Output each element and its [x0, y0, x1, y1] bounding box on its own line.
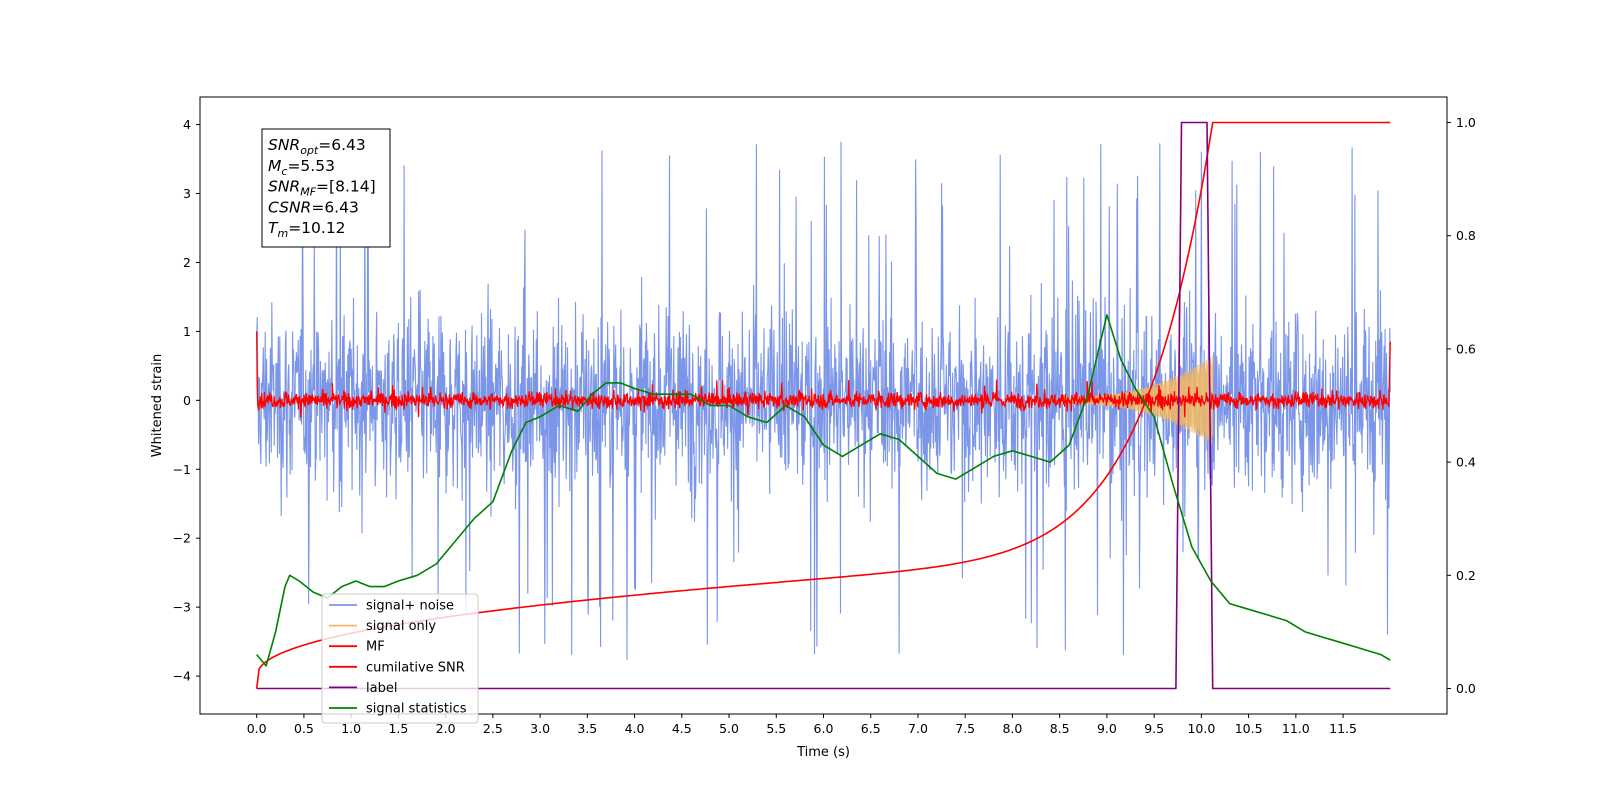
legend-entry: signal+ noise: [366, 599, 454, 614]
x-tick-label: 8.0: [1002, 721, 1022, 736]
x-tick-label: 2.0: [436, 721, 456, 736]
legend: signal+ noise signal only MF cumilative SNR…: [321, 593, 479, 724]
info-line: CSNR=6.43: [268, 198, 359, 216]
series-line-mf: [256, 331, 1391, 418]
y-tick-label: 0: [183, 393, 191, 408]
y-tick-label: −2: [173, 531, 191, 546]
series-line-signal-only: [1059, 355, 1214, 445]
y2-tick-label: 0.0: [1456, 681, 1476, 696]
x-tick-label: 5.5: [766, 721, 786, 736]
y-tick-label: 1: [183, 324, 191, 339]
legend-entry: signal only: [366, 619, 436, 634]
series-line-signal-statistics: [256, 314, 1391, 667]
y-tick-label: −4: [173, 669, 191, 684]
x-tick-label: 11.0: [1282, 721, 1310, 736]
y-tick-label: −3: [173, 600, 191, 615]
x-tick-label: 1.5: [388, 721, 408, 736]
x-tick-label: 8.5: [1050, 721, 1070, 736]
info-line: SNRMF=[8.14]: [268, 178, 376, 199]
legend-entry: MF: [366, 640, 385, 655]
series-line-label: [256, 121, 1391, 690]
y-tick-label: −1: [173, 462, 191, 477]
x-tick-label: 6.5: [861, 721, 881, 736]
x-tick-label: 7.5: [955, 721, 975, 736]
legend-entry: cumilative SNR: [366, 660, 465, 675]
x-tick-label: 2.5: [483, 721, 503, 736]
x-tick-label: 3.0: [530, 721, 550, 736]
x-tick-label: 4.5: [672, 721, 692, 736]
x-tick-label: 5.0: [719, 721, 739, 736]
x-tick-label: 1.0: [341, 721, 361, 736]
x-tick-label: 3.5: [577, 721, 597, 736]
y2-tick-label: 0.6: [1456, 341, 1476, 356]
x-tick-label: 10.5: [1235, 721, 1263, 736]
series-line-signal-noise: [256, 141, 1391, 661]
y-tick-label: 2: [183, 255, 191, 270]
y2-tick-label: 1.0: [1456, 115, 1476, 130]
axis-ticks: 0.0 0.5 1.0 1.5 2.0 2.5 3.0 3.5 4.0 4.5 5.0 5.5 6.0 6…: [173, 115, 1476, 736]
y-axis-label: Whitened strain: [150, 354, 165, 457]
x-tick-label: 11.5: [1329, 721, 1357, 736]
legend-entry: label: [366, 681, 397, 696]
y2-tick-label: 0.2: [1456, 568, 1476, 583]
info-box-frame: [261, 128, 391, 248]
x-tick-label: 9.0: [1097, 721, 1117, 736]
info-line: SNRopt=6.43: [268, 136, 366, 157]
y2-tick-label: 0.8: [1456, 228, 1476, 243]
x-tick-label: 10.0: [1187, 721, 1215, 736]
x-tick-label: 0.0: [247, 721, 267, 736]
info-line: Tm=10.12: [268, 219, 346, 240]
x-tick-label: 0.5: [294, 721, 314, 736]
legend-entry: signal statistics: [366, 702, 467, 717]
x-axis-label: Time (s): [796, 745, 850, 760]
y2-tick-label: 0.4: [1456, 455, 1476, 470]
x-tick-label: 9.5: [1144, 721, 1164, 736]
y-tick-label: 4: [183, 117, 191, 132]
x-tick-label: 6.0: [814, 721, 834, 736]
legend-frame: [321, 593, 479, 724]
info-line: Mc=5.53: [268, 157, 335, 178]
x-tick-label: 7.0: [908, 721, 928, 736]
y-tick-label: 3: [183, 186, 191, 201]
x-tick-label: 4.0: [625, 721, 645, 736]
